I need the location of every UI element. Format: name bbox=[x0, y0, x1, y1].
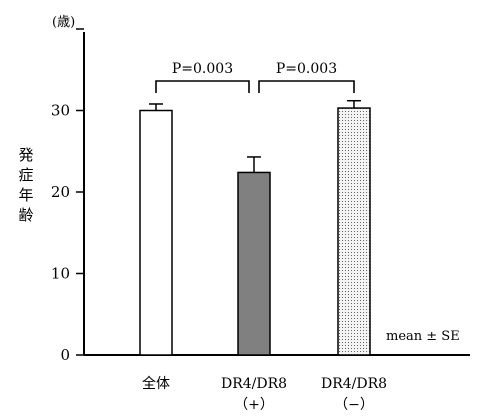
significance-bracket bbox=[258, 80, 355, 93]
y-tick-label: 30 bbox=[51, 102, 70, 120]
category-label: DR4/DR8 bbox=[321, 376, 387, 392]
y-axis-label-char: 発 bbox=[18, 146, 33, 164]
y-tick-label: 20 bbox=[51, 183, 70, 201]
bars bbox=[139, 107, 371, 356]
mean-se-note: mean ± SE bbox=[386, 329, 460, 344]
category-label: DR4/DR8 bbox=[221, 376, 287, 392]
y-unit-label: (歳) bbox=[52, 15, 75, 30]
bar bbox=[139, 109, 173, 356]
y-axis-label-char: 年 bbox=[18, 186, 33, 204]
y-axis-label-char: 齢 bbox=[18, 206, 33, 224]
y-tick-label: 10 bbox=[51, 265, 70, 283]
y-axis-label-char: 症 bbox=[18, 166, 33, 184]
category-sublabel: （−） bbox=[334, 397, 374, 413]
error-bars bbox=[149, 99, 361, 173]
category-label: 全体 bbox=[142, 375, 170, 392]
bar bbox=[337, 107, 371, 356]
bar bbox=[237, 171, 271, 356]
y-tick-label: 0 bbox=[60, 346, 70, 364]
p-value-label: P=0.003 bbox=[276, 61, 337, 77]
category-sublabel: （+） bbox=[234, 397, 274, 413]
significance-bracket bbox=[155, 80, 250, 93]
significance-brackets: P=0.003 P=0.003 bbox=[155, 61, 355, 93]
p-value-label: P=0.003 bbox=[172, 61, 233, 77]
